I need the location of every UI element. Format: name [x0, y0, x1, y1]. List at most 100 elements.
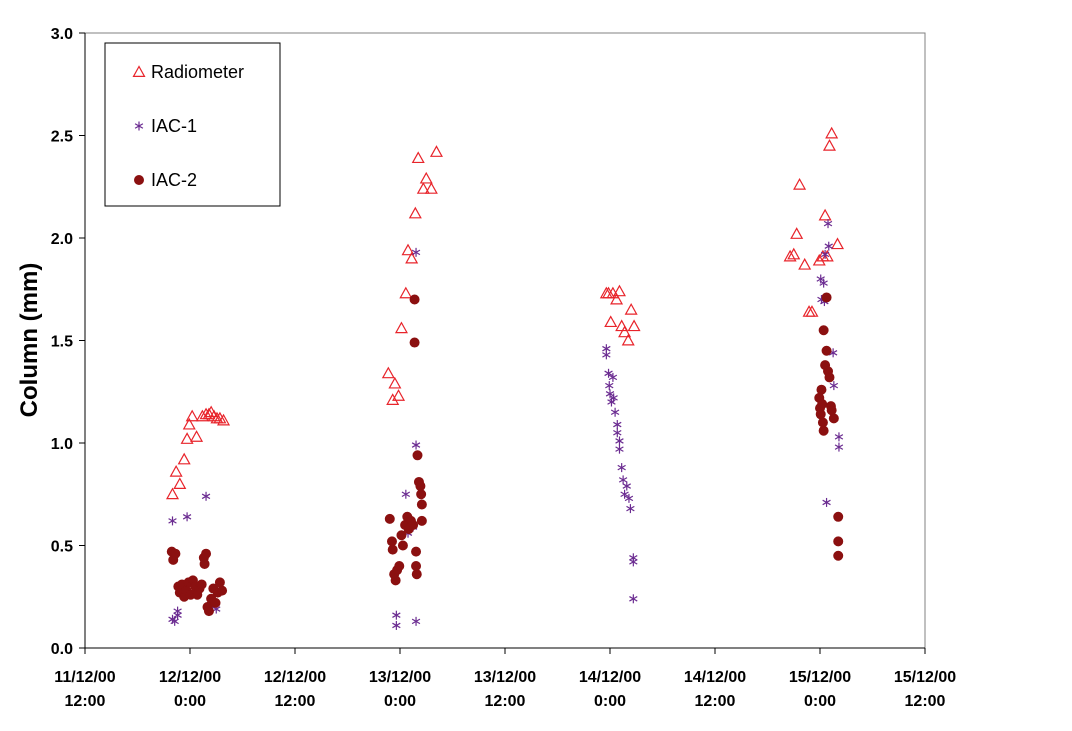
- data-point: [829, 381, 839, 391]
- data-point: [833, 550, 844, 561]
- data-point: [396, 530, 407, 541]
- data-point: [629, 557, 638, 567]
- data-point: [419, 171, 433, 184]
- x-tick-label-time: 0:00: [384, 693, 416, 710]
- data-point: [613, 428, 622, 438]
- data-point: [415, 481, 426, 492]
- data-point: [405, 251, 419, 264]
- data-point: [409, 337, 420, 348]
- data-points: [165, 126, 845, 630]
- data-point: [411, 247, 421, 257]
- data-point: [793, 177, 807, 190]
- legend-label: Radiometer: [151, 62, 244, 82]
- data-point: [787, 247, 801, 260]
- data-point: [816, 384, 827, 395]
- data-point: [411, 151, 425, 164]
- data-point: [182, 417, 196, 430]
- data-point: [604, 315, 618, 328]
- data-point: [399, 286, 413, 299]
- data-point: [815, 409, 826, 420]
- data-point: [207, 409, 221, 422]
- y-tick-label: 1.0: [51, 436, 73, 453]
- data-point: [169, 464, 183, 477]
- data-point: [411, 569, 422, 580]
- data-point: [834, 432, 844, 442]
- y-axis-ticks: 0.0 0.5 1.0 1.5 2.0 2.5 3.0: [51, 26, 85, 658]
- data-point: [196, 579, 207, 590]
- x-tick-label-date: 11/12/00: [54, 669, 116, 686]
- data-point: [828, 413, 839, 424]
- data-point: [217, 413, 231, 426]
- data-point: [416, 499, 427, 510]
- data-point: [416, 182, 430, 194]
- x-tick-label-date: 15/12/00: [894, 669, 956, 686]
- data-point: [202, 407, 216, 420]
- x-tick-label-time: 12:00: [485, 693, 526, 710]
- data-point: [392, 620, 401, 630]
- data-point: [201, 491, 211, 501]
- data-point: [401, 243, 415, 256]
- data-point: [621, 333, 635, 346]
- data-point: [624, 303, 638, 315]
- x-tick-label-time: 12:00: [695, 693, 736, 710]
- data-point: [620, 489, 629, 499]
- data-point: [416, 515, 427, 526]
- data-point: [386, 536, 397, 547]
- data-point: [381, 366, 395, 379]
- data-point: [805, 305, 819, 317]
- data-point: [824, 241, 833, 251]
- data-point: [182, 512, 192, 522]
- data-point: [826, 405, 837, 416]
- data-point: [825, 126, 839, 139]
- data-point: [823, 219, 833, 229]
- data-point: [609, 393, 618, 403]
- data-point: [820, 249, 830, 259]
- x-tick-label-date: 14/12/00: [684, 669, 746, 686]
- data-point: [408, 206, 422, 219]
- data-point: [821, 292, 832, 303]
- data-point: [180, 432, 194, 444]
- data-point: [798, 257, 812, 270]
- x-tick-label-date: 13/12/00: [474, 669, 536, 686]
- x-tick-label-time: 0:00: [594, 693, 626, 710]
- data-point: [833, 536, 844, 547]
- data-point: [170, 548, 181, 559]
- data-point: [173, 477, 187, 489]
- x-tick-label-date: 12/12/00: [264, 669, 326, 686]
- data-point: [819, 278, 828, 288]
- y-tick-label: 0.0: [51, 641, 73, 658]
- data-point: [624, 493, 634, 503]
- y-tick-label: 3.0: [51, 26, 73, 43]
- legend-marker: [134, 175, 144, 185]
- data-point: [612, 284, 626, 297]
- series-iac-2: [166, 292, 844, 617]
- y-axis-title: Column (mm): [16, 263, 43, 418]
- y-tick-label: 2.5: [51, 129, 73, 146]
- y-tick-label: 2.0: [51, 231, 73, 248]
- data-point: [822, 139, 836, 151]
- y-tick-label: 0.5: [51, 539, 73, 556]
- data-point: [615, 436, 624, 446]
- data-point: [602, 350, 611, 360]
- data-point: [409, 294, 420, 305]
- x-tick-label-date: 12/12/00: [159, 669, 221, 686]
- data-point: [394, 561, 405, 571]
- data-point: [411, 616, 421, 626]
- data-point: [411, 546, 422, 557]
- data-point: [615, 444, 624, 454]
- data-point: [388, 376, 402, 389]
- data-point: [177, 452, 191, 465]
- data-point: [201, 548, 212, 559]
- x-tick-label-date: 14/12/00: [579, 669, 641, 686]
- data-point: [818, 325, 829, 336]
- data-point: [199, 558, 210, 569]
- data-point: [390, 575, 401, 586]
- data-point: [821, 345, 832, 356]
- data-point: [817, 417, 828, 428]
- data-point: [170, 616, 179, 626]
- data-point: [605, 389, 615, 399]
- data-point: [790, 227, 804, 239]
- x-tick-label-time: 12:00: [275, 693, 316, 710]
- legend-label: IAC-1: [151, 116, 197, 136]
